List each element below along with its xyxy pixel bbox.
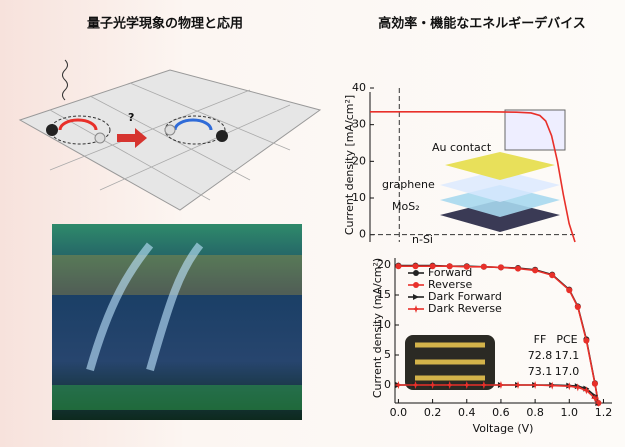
marker bbox=[549, 272, 556, 279]
marker bbox=[394, 381, 403, 389]
marker bbox=[573, 383, 582, 392]
marker bbox=[566, 287, 573, 294]
marker bbox=[463, 263, 470, 270]
marker bbox=[395, 263, 402, 270]
marker bbox=[514, 381, 523, 389]
x-tick-label: 0.2 bbox=[424, 406, 442, 419]
marker bbox=[446, 263, 453, 270]
marker bbox=[428, 381, 437, 389]
legend-label: Dark Reverse bbox=[428, 302, 502, 315]
table-header: PCE bbox=[556, 333, 577, 346]
marker bbox=[496, 381, 505, 389]
annotation: graphene bbox=[382, 178, 435, 191]
x-tick-label: 0.0 bbox=[390, 406, 408, 419]
marker bbox=[429, 263, 436, 270]
marker bbox=[411, 381, 420, 389]
device-photo bbox=[405, 335, 495, 390]
legend-label: Forward bbox=[428, 266, 472, 279]
x-tick-label: 0.6 bbox=[492, 406, 510, 419]
marker bbox=[462, 381, 471, 389]
marker bbox=[565, 382, 574, 391]
y-tick-label: 10 bbox=[352, 191, 366, 204]
marker bbox=[480, 263, 487, 270]
marker bbox=[574, 304, 581, 310]
legend-label: Dark Forward bbox=[428, 290, 502, 303]
y-axis-label: Current density (mA/cm²) bbox=[371, 258, 384, 398]
marker bbox=[582, 386, 591, 395]
marker bbox=[515, 265, 522, 272]
table-cell: 17.1 bbox=[555, 349, 580, 362]
y-tick-label: 10 bbox=[377, 318, 391, 331]
label: ? bbox=[128, 111, 134, 124]
marker bbox=[413, 270, 419, 276]
marker bbox=[479, 381, 488, 389]
marker bbox=[412, 263, 419, 270]
y-tick-label: 20 bbox=[352, 154, 366, 167]
x-tick-label: 1.0 bbox=[561, 406, 579, 419]
marker bbox=[497, 264, 504, 271]
table-cell: 73.1 bbox=[528, 365, 553, 378]
y-axis-label: Current density [mA/cm²] bbox=[343, 95, 356, 235]
annotation: MoS₂ bbox=[392, 200, 420, 213]
marker bbox=[531, 381, 540, 389]
heading: 高効率・機能なエネルギーデバイス bbox=[378, 16, 586, 32]
marker bbox=[412, 305, 420, 313]
x-tick-label: 0.8 bbox=[526, 406, 544, 419]
marker bbox=[445, 381, 454, 389]
table-cell: 72.8 bbox=[528, 349, 553, 362]
marker bbox=[583, 337, 590, 344]
crystal-illustration bbox=[52, 224, 302, 420]
series-line bbox=[370, 111, 576, 243]
y-tick-label: 20 bbox=[377, 258, 391, 271]
device-schematic bbox=[440, 109, 566, 232]
marker bbox=[413, 282, 419, 288]
marker bbox=[594, 399, 603, 407]
marker bbox=[591, 380, 598, 387]
x-axis-label: Voltage (V) bbox=[473, 422, 534, 435]
x-tick-label: 1.2 bbox=[595, 406, 613, 419]
table-header: FF bbox=[534, 333, 547, 346]
annotation: n-Si bbox=[412, 233, 433, 246]
heading: 量子光学現象の物理と応用 bbox=[87, 16, 243, 32]
marker bbox=[548, 381, 557, 390]
y-tick-label: 5 bbox=[384, 348, 391, 361]
marker bbox=[413, 294, 419, 300]
y-tick-label: 15 bbox=[377, 288, 391, 301]
marker bbox=[590, 394, 599, 403]
y-tick-label: 40 bbox=[352, 81, 366, 94]
annotation: Au contact bbox=[432, 141, 492, 154]
marker bbox=[532, 267, 539, 274]
lattice-illustration: ? bbox=[18, 59, 322, 211]
legend-label: Reverse bbox=[428, 278, 472, 291]
table-cell: 17.0 bbox=[555, 365, 580, 378]
y-tick-label: 30 bbox=[352, 118, 366, 131]
x-tick-label: 0.4 bbox=[458, 406, 476, 419]
y-tick-label: 0 bbox=[384, 378, 391, 391]
y-tick-label: 0 bbox=[359, 228, 366, 241]
